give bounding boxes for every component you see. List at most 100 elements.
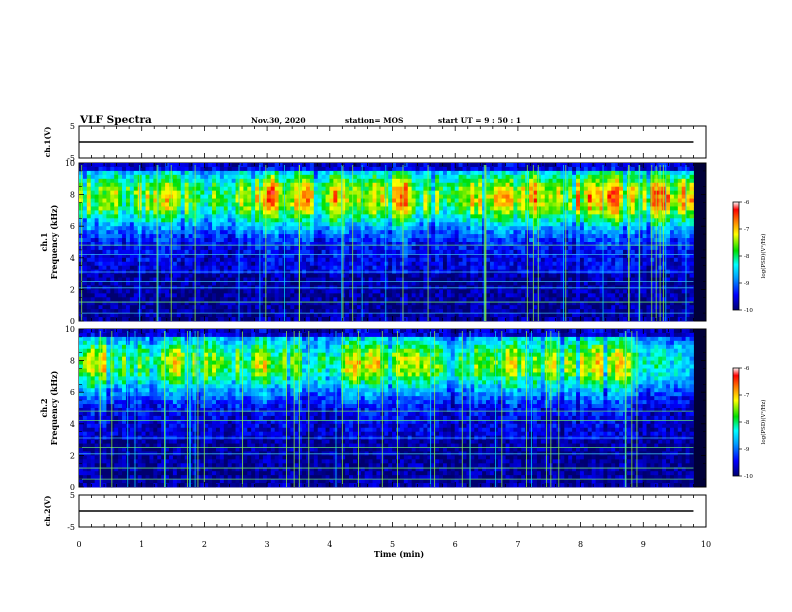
spectrogram-cell: [505, 277, 510, 282]
spectrogram-cell: [165, 301, 170, 306]
spectrogram-cell: [306, 281, 311, 286]
spectrogram-cell: [478, 194, 483, 199]
spectrogram-cell: [439, 163, 444, 168]
spectrogram-cell: [306, 182, 311, 188]
spectrogram-cell: [306, 305, 311, 310]
spectrogram-cell: [407, 210, 413, 215]
spectrogram-cell: [235, 301, 240, 306]
spectrogram-cell: [505, 305, 510, 310]
spectrogram-cell: [153, 210, 158, 215]
spectrogram-cell: [82, 289, 88, 294]
spectrogram-cell: [489, 198, 495, 203]
spectrogram-cell: [321, 202, 327, 207]
spectrogram-cell: [309, 297, 315, 302]
spectrogram-cell: [262, 230, 268, 235]
spectrogram-cell: [274, 178, 280, 184]
spectrogram-cell: [114, 281, 119, 286]
spectrogram-cell: [376, 163, 381, 168]
spectrogram-cell: [360, 198, 366, 203]
spectrogram-cell: [450, 206, 456, 211]
spectrogram-cell: [180, 230, 186, 235]
spectrogram-cell: [172, 214, 178, 219]
spectrogram-cell: [184, 253, 190, 259]
spectrogram-cell: [509, 163, 514, 168]
spectrogram-cell: [79, 178, 84, 184]
spectrogram-cell: [345, 163, 350, 168]
spectrogram-cell: [396, 242, 401, 247]
spectrogram-cell: [243, 182, 248, 188]
spectrogram-cell: [533, 261, 538, 267]
spectrogram-cell: [286, 301, 291, 306]
spectrogram-cell: [446, 297, 452, 302]
spectrogram-cell: [94, 163, 100, 168]
spectrogram-cell: [274, 293, 280, 298]
spectrogram-cell: [497, 249, 503, 255]
spectrogram-cell: [454, 230, 460, 235]
spectrogram-cell: [501, 281, 507, 286]
spectrogram-cell: [262, 277, 268, 282]
spectrogram-cell: [364, 261, 370, 267]
spectrogram-cell: [125, 170, 131, 176]
spectrogram-cell: [259, 277, 264, 282]
spectrogram-cell: [431, 249, 436, 255]
spectrogram-cell: [110, 174, 115, 180]
spectrogram-cell: [188, 178, 193, 184]
spectrogram-cell: [403, 202, 409, 207]
spectrogram-cell: [161, 198, 166, 203]
spectrogram-cell: [286, 242, 291, 247]
spectrogram-cell: [79, 194, 84, 199]
spectrogram-cell: [188, 257, 193, 263]
spectrogram-cell: [458, 174, 463, 180]
spectrogram-cell: [106, 226, 111, 231]
spectrogram-cell: [376, 305, 381, 310]
spectrogram-cell: [149, 163, 154, 168]
spectrogram-cell: [270, 194, 276, 199]
spectrogram-cell: [560, 202, 565, 207]
spectrogram-cell: [302, 194, 307, 199]
spectrogram-cell: [141, 297, 146, 302]
spectrogram-cell: [321, 190, 327, 196]
spectrogram-cell: [204, 313, 209, 318]
spectrogram-cell: [251, 253, 256, 259]
spectrogram-cell: [82, 245, 88, 251]
spectrogram-cell: [439, 305, 444, 310]
spectrogram-cell: [157, 257, 162, 263]
spectrogram-cell: [321, 277, 327, 282]
spectrogram-cell: [286, 238, 291, 243]
spectrogram-cell: [337, 170, 342, 176]
spectrogram-cell: [544, 190, 550, 196]
spectrogram-cell: [172, 277, 178, 282]
spectrogram-cell: [274, 238, 280, 243]
spectrogram-cell: [212, 245, 217, 251]
spectrogram-cell: [462, 222, 467, 227]
spectrogram-cell: [290, 297, 295, 302]
spectrogram-cell: [435, 317, 440, 322]
spectrogram-cell: [435, 218, 440, 223]
spectrogram-cell: [489, 277, 495, 282]
spectrogram-cell: [462, 166, 467, 172]
spectrogram-cell: [556, 317, 561, 322]
spectrogram-cell: [544, 253, 550, 259]
spectrogram-cell: [278, 214, 283, 219]
spectrogram-cell: [317, 218, 323, 223]
spectrogram-cell: [419, 305, 424, 310]
spectrogram-cell: [513, 265, 518, 271]
spectrogram-cell: [392, 186, 397, 192]
spectrogram-cell: [521, 249, 526, 255]
spectrogram-cell: [337, 234, 342, 239]
spectrogram-cell: [129, 182, 135, 188]
spectrogram-cell: [204, 317, 209, 322]
spectrogram-cell: [372, 230, 377, 235]
spectrogram-cell: [446, 230, 452, 235]
spectrogram-cell: [133, 218, 139, 223]
spectrogram-cell: [364, 198, 370, 203]
spectrogram-cell: [349, 198, 354, 203]
spectrogram-cell: [380, 289, 385, 294]
spectrogram-cell: [360, 293, 366, 298]
spectrogram-cell: [360, 238, 366, 243]
spectrogram-cell: [157, 230, 162, 235]
spectrogram-cell: [306, 206, 311, 211]
spectrogram-cell: [239, 253, 244, 259]
spectrogram-cell: [215, 293, 221, 298]
spectrogram-cell: [360, 261, 366, 267]
